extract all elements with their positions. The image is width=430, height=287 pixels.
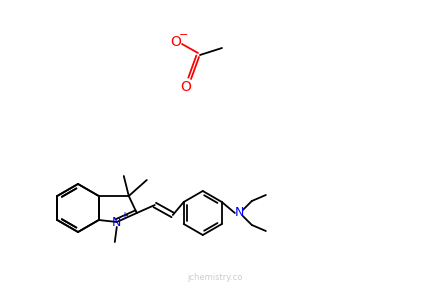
Text: −: − [179,30,188,40]
Text: O: O [180,80,191,94]
Text: O: O [170,35,181,49]
Text: N: N [235,207,244,220]
Text: jchemistry.co: jchemistry.co [187,274,242,282]
Text: N: N [112,216,121,230]
Text: +: + [120,211,127,221]
